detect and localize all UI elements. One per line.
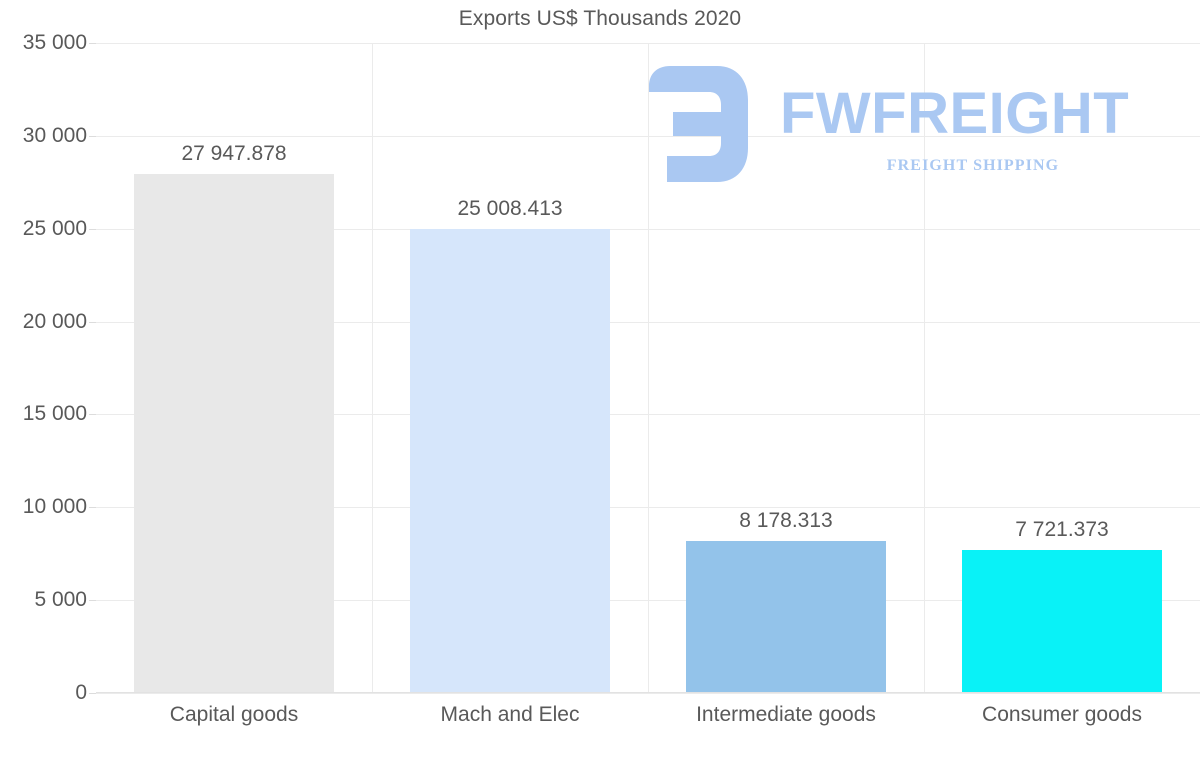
y-tick-label: 35 000 bbox=[22, 31, 87, 54]
y-tick-label: 10 000 bbox=[22, 495, 87, 519]
gridline-vertical bbox=[372, 43, 373, 693]
y-tick-mark bbox=[89, 43, 96, 44]
x-tick-label: Mach and Elec bbox=[440, 703, 580, 726]
bar[interactable] bbox=[962, 549, 1162, 693]
y-tick-mark bbox=[89, 135, 96, 137]
y-tick-mark bbox=[89, 693, 96, 694]
x-axis-line bbox=[96, 692, 1200, 693]
y-tick-mark bbox=[89, 507, 96, 509]
y-tick-label: 30 000 bbox=[22, 123, 87, 147]
gridline-horizontal bbox=[96, 693, 1200, 694]
y-tick-label: 20 000 bbox=[22, 309, 87, 333]
y-tick-mark bbox=[89, 600, 96, 602]
bar-value-label: 7 721.373 bbox=[1015, 517, 1109, 541]
y-tick-label: 15 000 bbox=[22, 402, 87, 426]
y-tick-label: 0 bbox=[75, 681, 87, 704]
x-tick-label: Consumer goods bbox=[982, 703, 1142, 726]
y-tick-label: 25 000 bbox=[22, 216, 87, 240]
y-tick-label: 5 000 bbox=[34, 588, 87, 612]
gridline-vertical bbox=[648, 43, 649, 693]
plot-area bbox=[89, 43, 1200, 694]
bar-value-label: 27 947.878 bbox=[181, 141, 287, 165]
bar-value-label: 25 008.413 bbox=[457, 196, 563, 220]
bar-value-label: 8 178.313 bbox=[739, 509, 833, 533]
bar[interactable] bbox=[686, 541, 886, 693]
x-tick-label: Intermediate goods bbox=[696, 703, 876, 726]
y-tick-mark bbox=[89, 414, 96, 416]
bar[interactable] bbox=[134, 173, 334, 693]
y-tick-mark bbox=[89, 228, 96, 230]
y-tick-mark bbox=[89, 321, 96, 323]
bar[interactable] bbox=[410, 228, 610, 693]
x-tick-label: Capital goods bbox=[169, 703, 299, 726]
gridline-vertical bbox=[924, 43, 925, 693]
chart-title: Exports US$ Thousands 2020 bbox=[458, 7, 742, 30]
